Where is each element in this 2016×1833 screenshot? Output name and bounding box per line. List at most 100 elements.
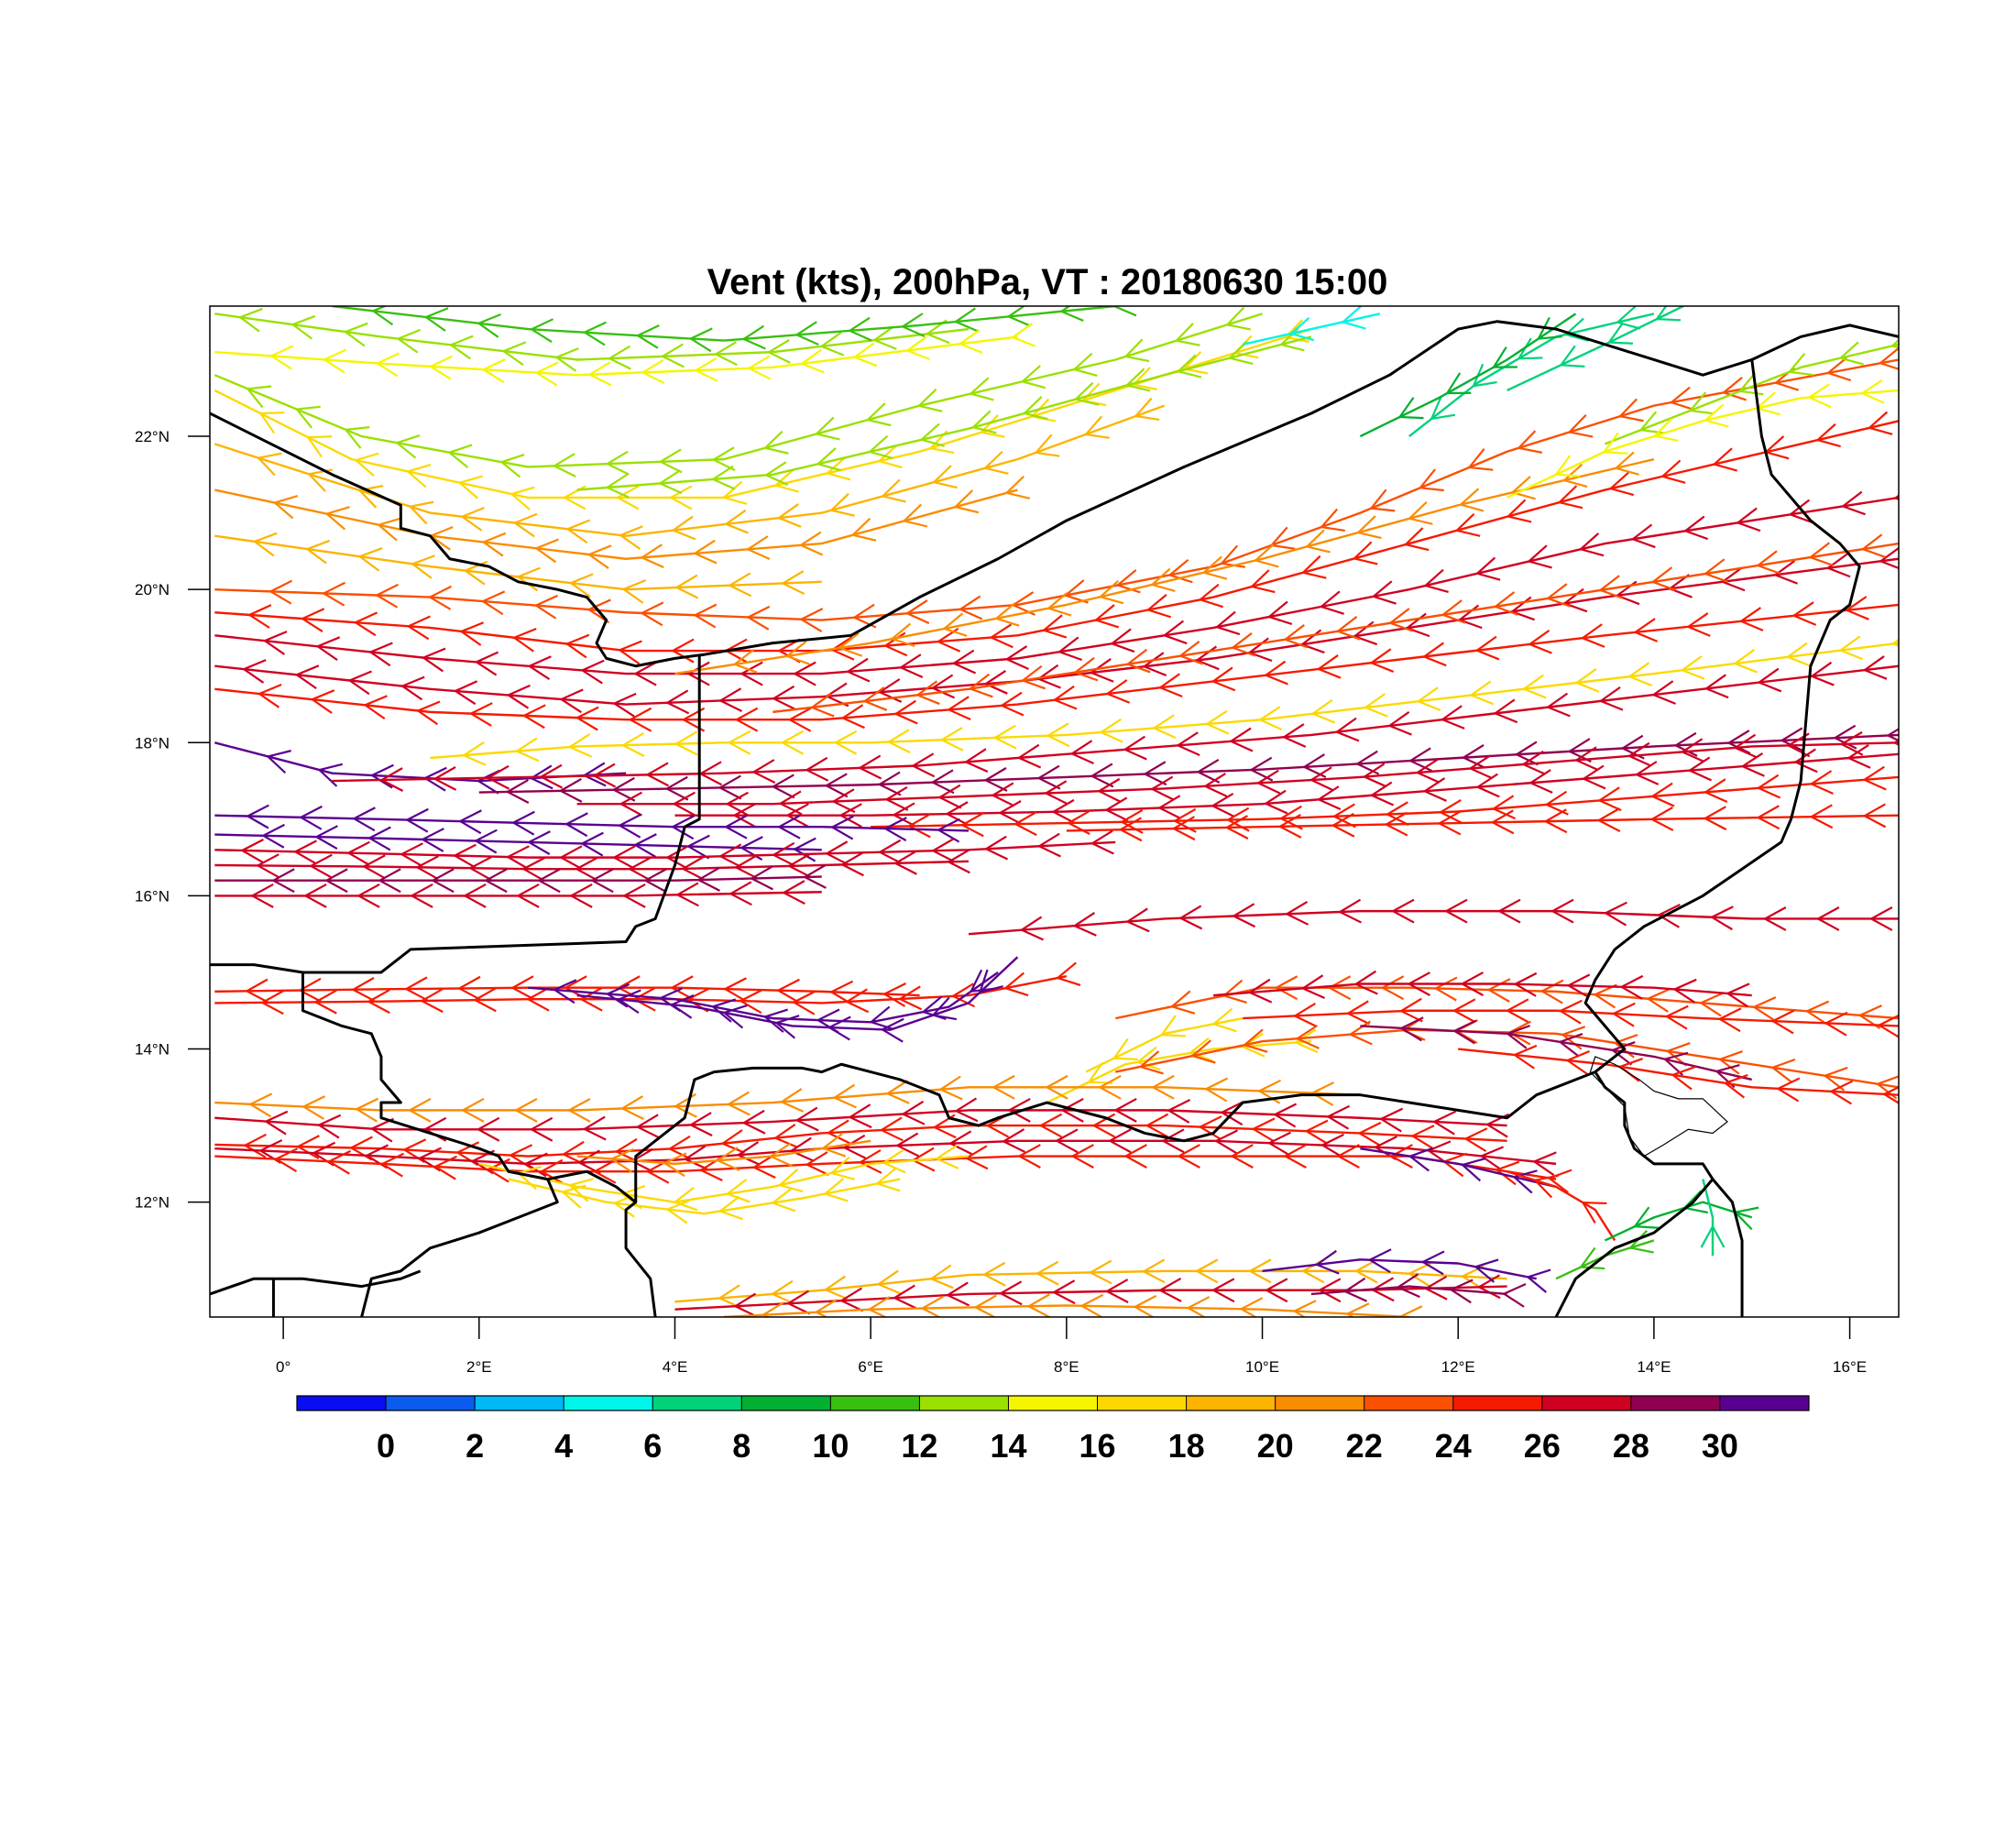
flow-arrow	[931, 996, 958, 1021]
lat-tick-label: 20°N	[135, 581, 170, 598]
streamline	[214, 307, 970, 372]
streamline-path	[1213, 982, 1752, 997]
flow-arrow	[611, 776, 636, 802]
flow-arrow	[945, 801, 970, 827]
streamline-path	[1360, 1147, 1557, 1189]
flow-arrow	[1125, 648, 1151, 674]
flow-arrow	[1141, 1258, 1166, 1284]
flow-arrow	[1421, 642, 1447, 667]
flow-arrow	[871, 325, 897, 350]
flow-arrow	[816, 447, 842, 472]
flow-arrow	[317, 763, 344, 787]
flow-arrow	[1251, 1117, 1276, 1143]
flow-arrow	[665, 1199, 691, 1224]
flow-arrow	[1211, 1007, 1237, 1033]
flow-arrow	[1345, 1000, 1370, 1026]
flow-arrow	[829, 492, 855, 517]
flow-arrow	[1646, 988, 1671, 1013]
flow-arrow	[316, 1114, 342, 1139]
flow-arrow	[246, 385, 272, 409]
flow-arrow	[794, 1106, 819, 1132]
flow-arrow	[1131, 367, 1157, 390]
flow-arrow	[991, 782, 1015, 807]
flow-arrow	[877, 444, 903, 469]
flow-arrow	[897, 985, 923, 1011]
flow-arrow	[410, 554, 435, 579]
flow-arrow	[575, 706, 599, 731]
flow-arrow	[1305, 529, 1331, 554]
flow-arrow	[1561, 463, 1588, 488]
streamline-path	[430, 642, 1899, 760]
streamline	[674, 451, 1655, 675]
flow-arrow	[1093, 604, 1120, 629]
colorbar-label: 6	[643, 1427, 662, 1465]
flow-arrow	[728, 572, 752, 598]
flow-arrow	[660, 343, 685, 368]
streamline-path	[478, 1155, 970, 1203]
flow-arrow	[1443, 898, 1468, 924]
streamline-path	[674, 1285, 1507, 1311]
streamline	[1085, 1007, 1244, 1073]
flow-arrow	[1699, 992, 1724, 1017]
flow-arrow	[1257, 706, 1283, 731]
flow-arrow	[1151, 1074, 1175, 1100]
streamline	[214, 823, 822, 862]
flow-arrow	[352, 807, 376, 832]
flow-arrow	[1214, 610, 1241, 636]
flow-arrow	[1474, 556, 1501, 581]
flow-arrow	[1824, 1011, 1848, 1037]
flow-arrow	[1069, 740, 1094, 765]
flow-arrow	[1230, 1144, 1254, 1169]
colorbar-swatch	[1452, 1396, 1543, 1410]
colorbar-swatch	[1275, 1396, 1365, 1410]
flow-arrow	[505, 779, 530, 804]
flow-arrow	[1026, 1293, 1051, 1317]
flow-arrow	[1407, 971, 1430, 996]
flow-arrow	[477, 313, 501, 338]
flow-arrow	[509, 486, 535, 510]
flow-arrow	[882, 982, 906, 1007]
flow-arrow	[1422, 777, 1447, 802]
flow-arrow	[1110, 628, 1135, 653]
flow-arrow	[658, 469, 683, 495]
flow-arrow	[669, 993, 695, 1019]
flow-arrow	[1090, 763, 1114, 788]
flow-arrow	[741, 1109, 766, 1135]
flow-arrow	[1194, 1258, 1219, 1284]
flow-arrow	[1143, 761, 1167, 786]
flow-arrow	[1581, 764, 1606, 790]
colorbar-swatch	[1364, 1396, 1454, 1410]
flow-arrow	[1266, 1131, 1291, 1157]
flow-arrow	[1720, 566, 1746, 592]
flow-arrow	[1682, 515, 1709, 541]
streamline	[332, 306, 1137, 353]
streamline-path	[1262, 1258, 1537, 1280]
flow-arrow	[1309, 766, 1334, 792]
streamline	[430, 635, 1899, 766]
flow-arrow	[1416, 686, 1441, 711]
flow-arrow	[559, 688, 584, 714]
flow-arrow	[587, 361, 612, 387]
flow-arrow	[920, 1295, 944, 1317]
flow-arrow	[1890, 638, 1899, 647]
flow-arrow	[1579, 1246, 1605, 1270]
flow-arrow	[1408, 1147, 1433, 1172]
flow-arrow	[792, 837, 816, 862]
flow-arrow	[1517, 430, 1543, 454]
flow-arrow	[1565, 1049, 1590, 1075]
flow-arrow	[1505, 998, 1529, 1024]
flow-arrow	[947, 696, 971, 721]
flow-arrow	[1410, 1125, 1435, 1150]
flow-arrow	[321, 581, 346, 607]
flow-arrow	[433, 766, 457, 791]
lat-tick-label: 16°N	[135, 887, 170, 905]
flow-arrow	[1780, 727, 1804, 752]
flow-arrow	[799, 608, 824, 633]
flow-arrow	[1300, 974, 1325, 1000]
flow-arrow	[1539, 979, 1564, 1004]
flow-arrow	[1815, 423, 1841, 448]
flow-arrow	[1213, 1129, 1238, 1155]
flow-arrow	[948, 1130, 973, 1156]
streamline	[674, 743, 1899, 829]
flow-arrow	[1868, 906, 1893, 931]
